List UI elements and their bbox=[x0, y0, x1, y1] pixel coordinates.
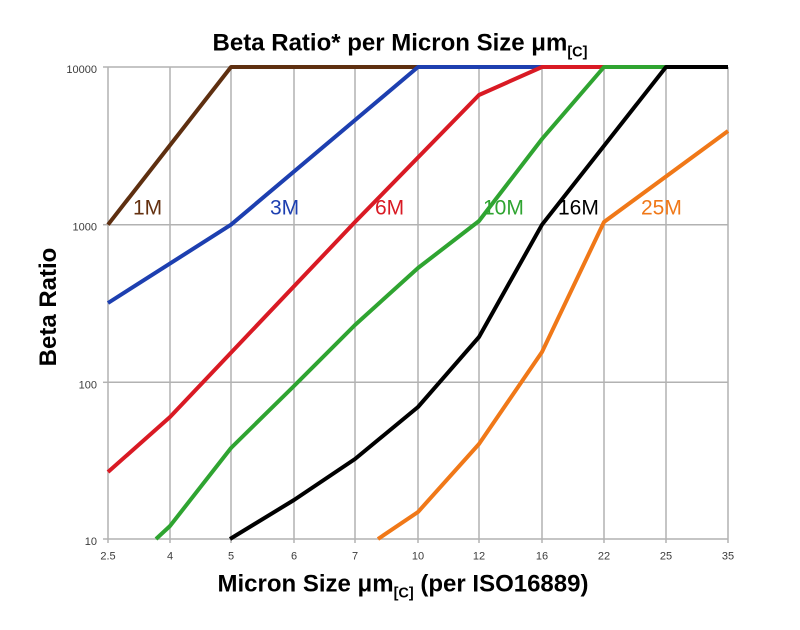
svg-text:4: 4 bbox=[167, 551, 173, 563]
svg-text:5: 5 bbox=[228, 551, 234, 563]
svg-text:1M: 1M bbox=[133, 197, 162, 220]
svg-text:10: 10 bbox=[85, 536, 97, 548]
svg-text:12: 12 bbox=[473, 551, 485, 563]
svg-text:1000: 1000 bbox=[73, 222, 97, 234]
svg-text:2.5: 2.5 bbox=[100, 551, 115, 563]
svg-text:100: 100 bbox=[79, 379, 97, 391]
svg-text:35: 35 bbox=[722, 551, 734, 563]
svg-text:3M: 3M bbox=[270, 197, 299, 220]
svg-text:16M: 16M bbox=[558, 197, 599, 220]
svg-text:Beta Ratio: Beta Ratio bbox=[35, 248, 62, 367]
svg-text:25: 25 bbox=[660, 551, 672, 563]
svg-text:16: 16 bbox=[536, 551, 548, 563]
svg-text:22: 22 bbox=[598, 551, 610, 563]
svg-text:10: 10 bbox=[412, 551, 424, 563]
svg-text:10M: 10M bbox=[483, 197, 524, 220]
svg-text:7: 7 bbox=[352, 551, 358, 563]
svg-text:6M: 6M bbox=[375, 197, 404, 220]
svg-text:6: 6 bbox=[291, 551, 297, 563]
svg-text:Beta Ratio* per Micron Size μm: Beta Ratio* per Micron Size μm[C] bbox=[213, 30, 588, 61]
svg-text:25M: 25M bbox=[641, 197, 682, 220]
svg-text:10000: 10000 bbox=[66, 64, 97, 76]
